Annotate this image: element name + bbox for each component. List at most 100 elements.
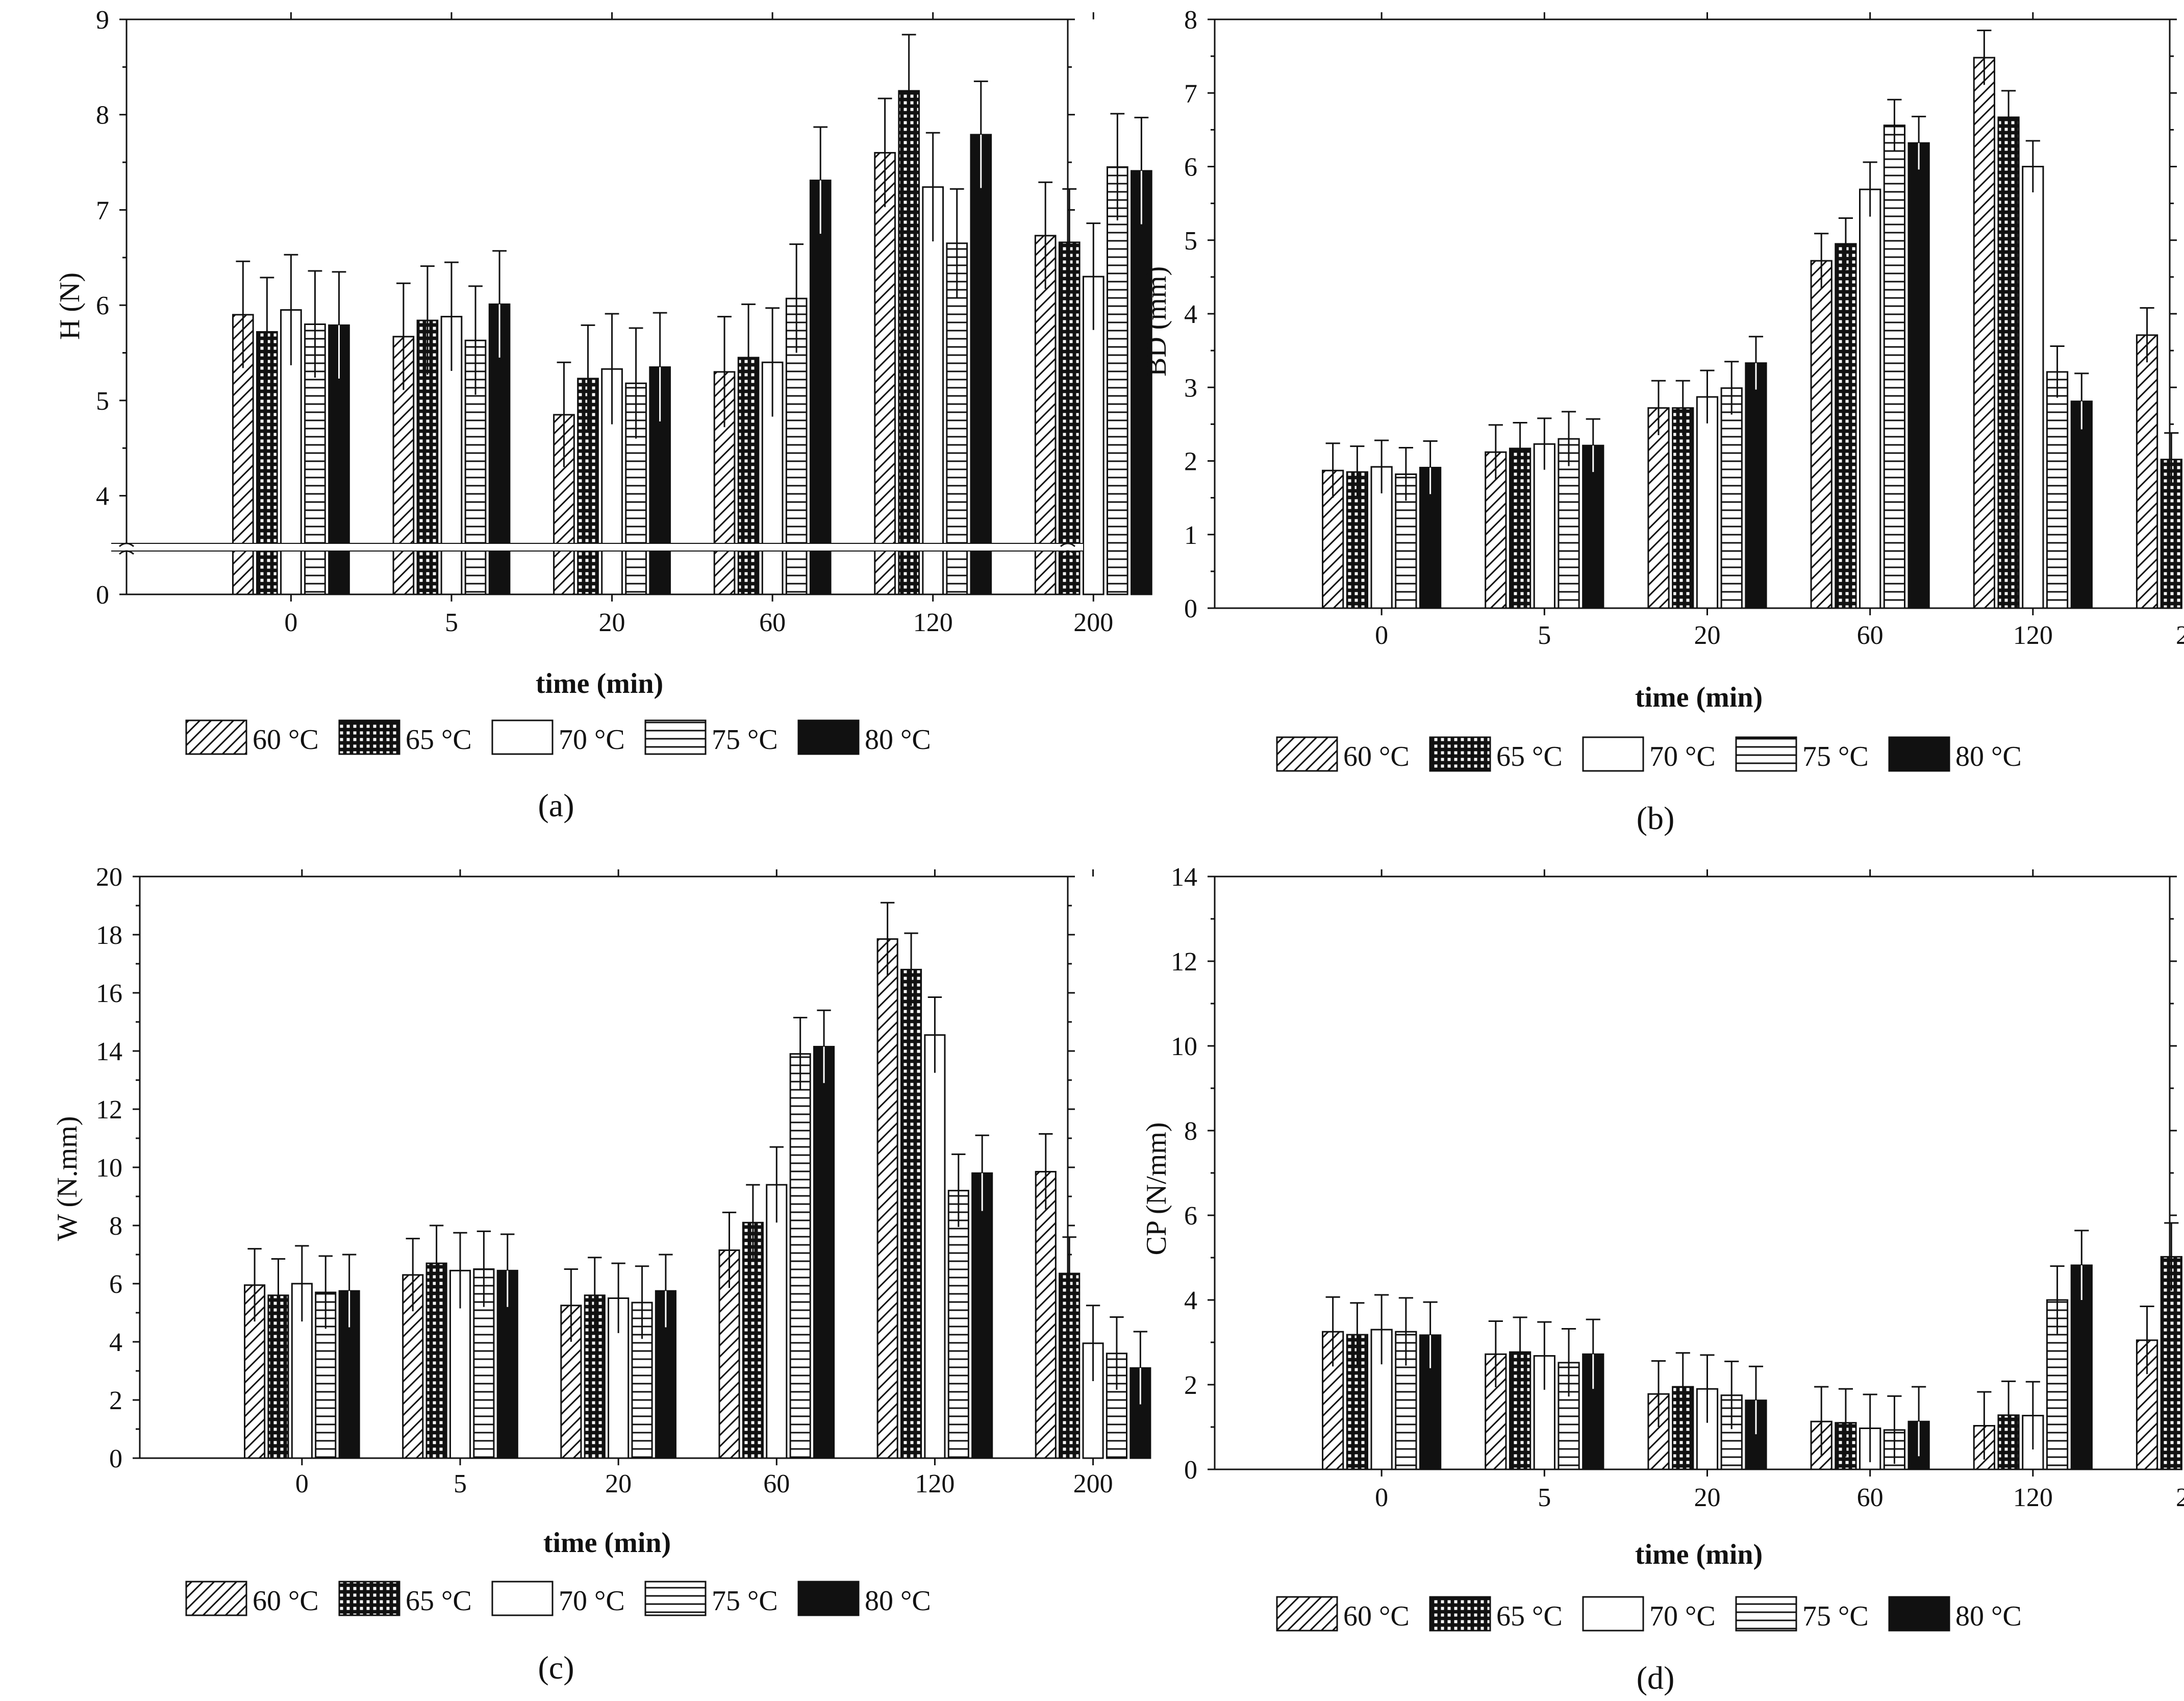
bar-a-s4-c4 xyxy=(970,134,992,595)
bar-b-s4-c1 xyxy=(1582,444,1604,609)
x-tick-label: 200 xyxy=(1073,1469,1113,1498)
y-tick-label: 16 xyxy=(96,979,122,1008)
x-tick-label: 60 xyxy=(759,608,786,637)
y-tick-label: 4 xyxy=(1184,300,1197,329)
panel-b-caption: (b) xyxy=(1637,800,1675,836)
bar-b-s0-c2 xyxy=(1647,407,1670,609)
panel-a-xlabel: time (min) xyxy=(536,668,663,699)
legend-swatch-1 xyxy=(1429,736,1491,772)
legend-swatch-1 xyxy=(1429,1596,1491,1632)
legend-label-1: 65 °C xyxy=(1496,741,1563,772)
panel-b-plot: 0 1 2 3 4 5 6 7 8 0 5 20 60 120 200 60 °C 65 °C 70 °C 75 °… xyxy=(1184,6,2184,772)
legend-label-2: 70 °C xyxy=(559,1585,625,1617)
y-tick-label: 8 xyxy=(109,1212,122,1241)
y-tick-label: 4 xyxy=(1184,1286,1197,1315)
x-tick-label: 5 xyxy=(445,608,458,637)
legend-label-3: 75 °C xyxy=(1802,1600,1869,1632)
x-tick-label: 0 xyxy=(1375,621,1388,650)
y-tick-label: 4 xyxy=(96,482,109,511)
y-tick-label: 0 xyxy=(109,1444,122,1473)
bar-c-s1-c4 xyxy=(900,968,922,1459)
y-tick-label: 3 xyxy=(1184,373,1197,403)
bar-b-s3-c3 xyxy=(1883,124,1906,609)
y-tick-label: 7 xyxy=(96,196,109,225)
panel-a-plot: 0 4 5 6 7 8 9 0 5 20 60 120 200 60 °C 65 °C 70 °C 75 °C 8… xyxy=(96,6,1152,756)
panel-c-xlabel: time (min) xyxy=(543,1527,671,1559)
legend-label-0: 60 °C xyxy=(1343,1600,1410,1632)
bar-d-s4-c2 xyxy=(1745,1399,1767,1470)
legend-label-4: 80 °C xyxy=(865,724,931,756)
legend-swatch-1 xyxy=(338,719,400,755)
y-tick-label: 2 xyxy=(1184,1371,1197,1400)
y-tick-label: 20 xyxy=(96,863,122,892)
x-tick-label: 5 xyxy=(1538,1483,1551,1512)
bar-b-s2-c2 xyxy=(1696,396,1719,609)
legend-swatch-0 xyxy=(1276,1596,1338,1632)
legend-label-0: 60 °C xyxy=(253,724,319,756)
legend-label-2: 70 °C xyxy=(1649,741,1716,772)
legend-label-2: 70 °C xyxy=(559,724,625,756)
y-tick-label: 6 xyxy=(1184,153,1197,182)
y-tick-label: 7 xyxy=(1184,79,1197,108)
x-tick-label: 20 xyxy=(599,608,625,637)
bar-c-s4-c3 xyxy=(813,1045,835,1459)
bar-b-s1-c3 xyxy=(1835,243,1857,609)
y-tick-label: 5 xyxy=(1184,227,1197,256)
y-tick-label: 6 xyxy=(96,291,109,320)
y-tick-label: 4 xyxy=(109,1328,122,1357)
bar-b-s1-c2 xyxy=(1672,407,1694,609)
panel-a: 0 4 5 6 7 8 9 0 5 20 60 120 200 60 °C 65 °C 70 °C 75 °C 8… xyxy=(54,6,1152,823)
y-tick-label: 8 xyxy=(1184,6,1197,35)
bar-c-s0-c5 xyxy=(1035,1171,1057,1459)
panel-d-caption: (d) xyxy=(1637,1660,1675,1696)
legend-label-3: 75 °C xyxy=(1802,741,1869,772)
bar-b-s0-c4 xyxy=(1973,57,1995,609)
y-tick-label: 18 xyxy=(96,921,122,950)
legend-swatch-3 xyxy=(644,1581,707,1616)
x-tick-label: 20 xyxy=(1694,621,1720,650)
x-tick-label: 200 xyxy=(1073,608,1113,637)
x-tick-label: 0 xyxy=(295,1469,309,1498)
panel-a-ylabel: H (N) xyxy=(54,272,86,340)
legend-swatch-4 xyxy=(1888,1596,1950,1632)
panel-c-ylabel: W (N.mm) xyxy=(52,1116,83,1241)
bar-c-s4-c4 xyxy=(971,1172,993,1459)
y-tick-label: 9 xyxy=(96,6,109,35)
y-tick-label: 0 xyxy=(1184,594,1197,623)
y-tick-label: 14 xyxy=(1171,863,1197,892)
legend-swatch-2 xyxy=(491,1581,554,1616)
bar-c-s3-c3 xyxy=(789,1053,811,1459)
legend-label-4: 80 °C xyxy=(865,1585,931,1617)
bar-b-s3-c2 xyxy=(1720,387,1743,609)
x-tick-label: 200 xyxy=(2176,1483,2184,1512)
panel-d-xlabel: time (min) xyxy=(1635,1539,1763,1570)
y-tick-label: 6 xyxy=(109,1270,122,1299)
y-tick-label: 14 xyxy=(96,1037,122,1066)
bar-b-s4-c3 xyxy=(1907,142,1930,609)
axis-break-gap xyxy=(111,543,1083,551)
bar-c-s3-c4 xyxy=(947,1190,969,1459)
panel-b: 0 1 2 3 4 5 6 7 8 0 5 20 60 120 200 60 °C 65 °C 70 °C 75 °… xyxy=(1141,6,2184,836)
y-tick-label: 8 xyxy=(96,101,109,130)
legend-label-2: 70 °C xyxy=(1649,1600,1716,1632)
legend-swatch-2 xyxy=(491,719,554,755)
bar-a-s0-c5 xyxy=(1034,235,1057,595)
panel-d: 0 2 4 6 8 10 12 14 0 5 20 60 120 200 60 °C 65 °C 70 °C 75… xyxy=(1141,863,2184,1696)
y-tick-label: 12 xyxy=(1171,947,1197,977)
x-tick-label: 60 xyxy=(1857,621,1884,650)
bar-b-s0-c5 xyxy=(2136,334,2158,609)
bar-c-s2-c3 xyxy=(766,1184,788,1459)
x-tick-label: 120 xyxy=(913,608,953,637)
bar-b-s2-c1 xyxy=(1533,443,1555,609)
y-tick-label: 2 xyxy=(109,1386,122,1415)
legend-swatch-2 xyxy=(1582,1596,1644,1632)
legend-label-3: 75 °C xyxy=(712,724,778,756)
bar-a-s4-c3 xyxy=(809,180,832,595)
bar-b-s2-c3 xyxy=(1859,188,1881,609)
legend-swatch-3 xyxy=(1735,1596,1797,1632)
bar-c-s2-c4 xyxy=(924,1034,946,1459)
y-tick-label: 10 xyxy=(1171,1032,1197,1061)
